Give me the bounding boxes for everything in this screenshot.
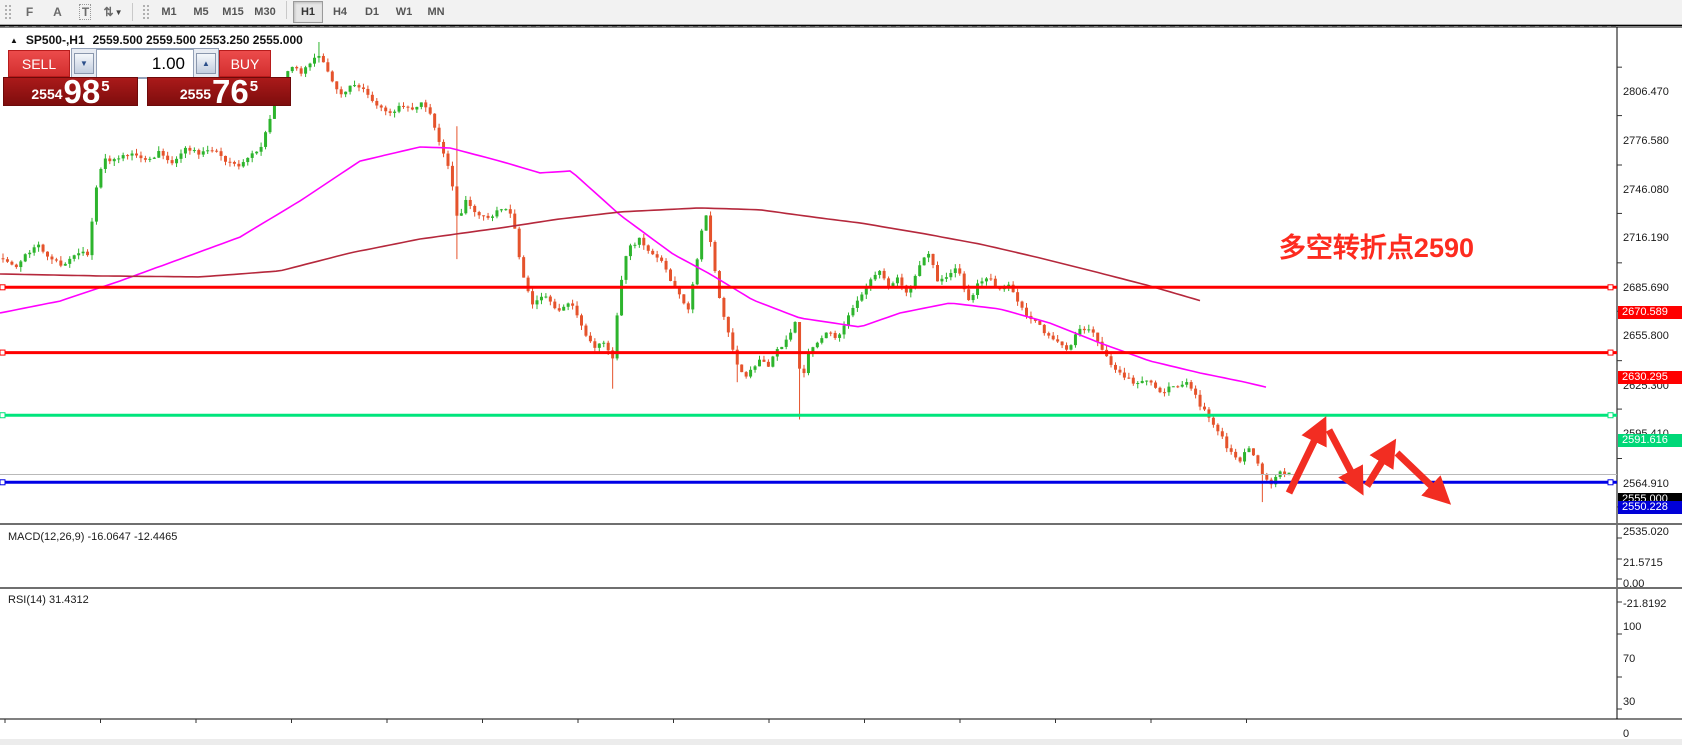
rsi-axis-label: 0 (1623, 728, 1630, 740)
buy-price-prefix: 2555 (179, 86, 212, 102)
rsi-axis-label: 70 (1623, 653, 1636, 665)
volume-decrease-button[interactable]: ▼ (74, 53, 94, 74)
price-axis-label: 2746.080 (1623, 184, 1669, 196)
one-click-trading-panel: SELL ▼ ▲ BUY 2554 98 5 2555 76 5 (3, 48, 291, 130)
price-tag-2670.589: 2670.589 (1618, 305, 1682, 319)
price-axis-label: 2685.690 (1623, 281, 1669, 294)
arrows-tool-icon: ⇅ (103, 5, 114, 19)
ohlc-values: 2559.500 2559.500 2553.250 2555.000 (92, 33, 303, 47)
fibonacci-tool-button[interactable]: F (16, 1, 42, 23)
price-axis-label: 2564.910 (1623, 477, 1669, 490)
price-axis-label: 2776.580 (1623, 134, 1669, 147)
timeframe-button-w1[interactable]: W1 (395, 6, 413, 18)
price-axis-label: 2655.800 (1623, 330, 1669, 343)
timeframe-bar: M1 M5 M15 M30 H1 H4 D1 W1 MN (153, 1, 452, 23)
arrows-tool-button[interactable]: ⇅ ▼ (100, 1, 126, 23)
rsi-axis-label: 100 (1623, 621, 1642, 633)
symbol-timeframe-label: SP500-,H1 (25, 33, 85, 47)
toolbar-separator (286, 1, 287, 19)
volume-increase-button[interactable]: ▲ (196, 53, 216, 74)
label-tool-icon: T (78, 4, 92, 20)
volume-input[interactable] (96, 49, 194, 78)
buy-button[interactable]: BUY (219, 50, 271, 77)
rsi-indicator-label: RSI(14) 31.4312 (8, 594, 89, 606)
macd-axis-label: -21.8192 (1623, 598, 1667, 610)
toolbar: F A T ⇅ ▼ M1 M5 M15 M30 H1 H4 D1 W1 MN (0, 0, 1682, 25)
buy-price-sup: 5 (249, 78, 259, 95)
text-tool-button[interactable]: A (44, 1, 70, 23)
timeframe-button-m1[interactable]: M1 (161, 6, 177, 18)
label-tool-button[interactable]: T (72, 1, 98, 23)
buy-price-big: 76 (212, 73, 249, 110)
chart-annotation-text: 多空转折点2590 (1278, 233, 1474, 263)
bottom-strip (0, 739, 1682, 745)
toolbar-grip[interactable] (142, 4, 149, 20)
toolbar-grip[interactable] (4, 4, 11, 20)
timeframe-button-m5[interactable]: M5 (193, 6, 209, 18)
price-axis-label: 2716.190 (1623, 232, 1669, 245)
price-tag-2591.616: 2591.616 (1618, 433, 1682, 447)
sell-price-sup: 5 (101, 78, 110, 95)
sell-price-panel[interactable]: 2554 98 5 (3, 73, 138, 110)
sell-price-big: 98 (63, 73, 101, 110)
toolbar-separator (132, 3, 133, 21)
rsi-axis-label: 30 (1623, 696, 1636, 708)
timeframe-button-m30[interactable]: M30 (254, 6, 276, 18)
text-tool-icon: A (53, 5, 62, 19)
macd-axis-label: 21.5715 (1623, 557, 1663, 569)
price-tag-2630.295: 2630.295 (1618, 371, 1682, 385)
sell-button[interactable]: SELL (8, 50, 70, 77)
timeframe-button-mn[interactable]: MN (427, 6, 445, 18)
timeframe-button-m15[interactable]: M15 (222, 6, 244, 18)
fibonacci-tool-icon: F (25, 5, 33, 19)
price-axis-label: 2535.020 (1623, 525, 1669, 538)
price-tag-2550.228: 2550.228 (1618, 500, 1682, 514)
timeframe-button-h1[interactable]: H1 (293, 1, 323, 23)
buy-price-panel[interactable]: 2555 76 5 (147, 73, 291, 110)
macd-indicator-label: MACD(12,26,9) -16.0647 -12.4465 (8, 531, 178, 543)
collapse-chart-icon[interactable]: ▲ (10, 35, 18, 45)
chart-window[interactable]: ▲ SP500-,H1 2559.500 2559.500 2553.250 2… (0, 25, 1682, 745)
timeframe-button-d1[interactable]: D1 (364, 6, 380, 18)
price-axis-label: 2806.470 (1623, 86, 1669, 99)
macd-axis-label: 0.00 (1623, 578, 1645, 590)
candlestick-chart (0, 26, 1682, 723)
sell-price-prefix: 2554 (31, 86, 63, 102)
volume-group: ▼ ▲ (71, 48, 219, 79)
chart-caption: ▲ SP500-,H1 2559.500 2559.500 2553.250 2… (10, 33, 303, 47)
timeframe-button-h4[interactable]: H4 (332, 6, 348, 18)
dropdown-caret-icon[interactable]: ▼ (114, 7, 123, 17)
